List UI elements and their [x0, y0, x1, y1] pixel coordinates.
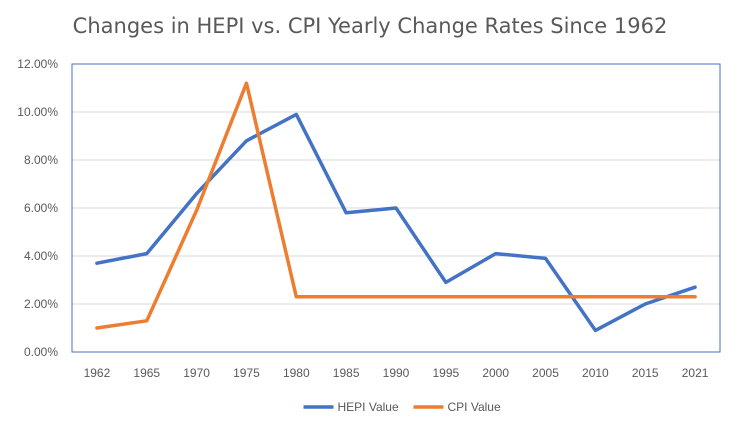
y-tick-label: 6.00% — [24, 201, 58, 215]
y-tick-label: 4.00% — [24, 249, 58, 263]
x-tick-label: 1965 — [133, 366, 160, 380]
y-axis-tick-labels: 0.00% 2.00% 4.00% 6.00% 8.00% 10.00% 12.00% — [17, 57, 58, 359]
y-tick-label: 2.00% — [24, 297, 58, 311]
x-tick-label: 1990 — [383, 366, 410, 380]
x-tick-label: 2005 — [532, 366, 559, 380]
y-tick-label: 0.00% — [24, 345, 58, 359]
x-tick-label: 2000 — [482, 366, 509, 380]
y-tick-label: 8.00% — [24, 153, 58, 167]
x-tick-label: 1980 — [283, 366, 310, 380]
x-tick-label: 2021 — [682, 366, 709, 380]
x-tick-label: 2010 — [582, 366, 609, 380]
x-tick-label: 1970 — [183, 366, 210, 380]
x-tick-label: 1995 — [432, 366, 459, 380]
x-axis-tick-labels: 1962 1965 1970 1975 1980 1985 1990 1995 2000 2005… — [84, 366, 709, 380]
x-tick-label: 2015 — [632, 366, 659, 380]
chart-title: Changes in HEPI vs. CPI Yearly Change Ra… — [72, 14, 668, 38]
y-tick-label: 12.00% — [17, 57, 58, 71]
series-lines — [95, 81, 697, 333]
x-tick-label: 1962 — [84, 366, 111, 380]
legend-label: HEPI Value — [338, 400, 399, 414]
y-tick-label: 10.00% — [17, 105, 58, 119]
legend-label: CPI Value — [448, 400, 501, 414]
x-tick-label: 1975 — [233, 366, 260, 380]
x-tick-label: 1985 — [333, 366, 360, 380]
legend: HEPI Value CPI Value — [303, 400, 501, 414]
plot-area-border — [71, 63, 721, 353]
